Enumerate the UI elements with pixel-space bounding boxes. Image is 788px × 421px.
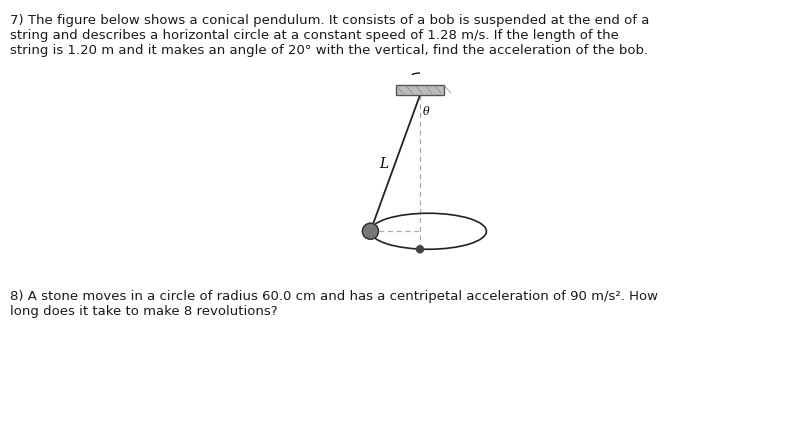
Text: 8) A stone moves in a circle of radius 60.0 cm and has a centripetal acceleratio: 8) A stone moves in a circle of radius 6… [10,290,658,303]
Circle shape [417,246,423,253]
Text: string is 1.20 m and it makes an angle of 20° with the vertical, find the accele: string is 1.20 m and it makes an angle o… [10,44,648,57]
Circle shape [362,223,378,239]
Text: 7) The figure below shows a conical pendulum. It consists of a bob is suspended : 7) The figure below shows a conical pend… [10,14,649,27]
Text: L: L [379,157,388,171]
Text: θ: θ [423,107,429,117]
Text: long does it take to make 8 revolutions?: long does it take to make 8 revolutions? [10,305,277,318]
Bar [396,85,444,95]
Text: string and describes a horizontal circle at a constant speed of 1.28 m/s. If the: string and describes a horizontal circle… [10,29,619,42]
